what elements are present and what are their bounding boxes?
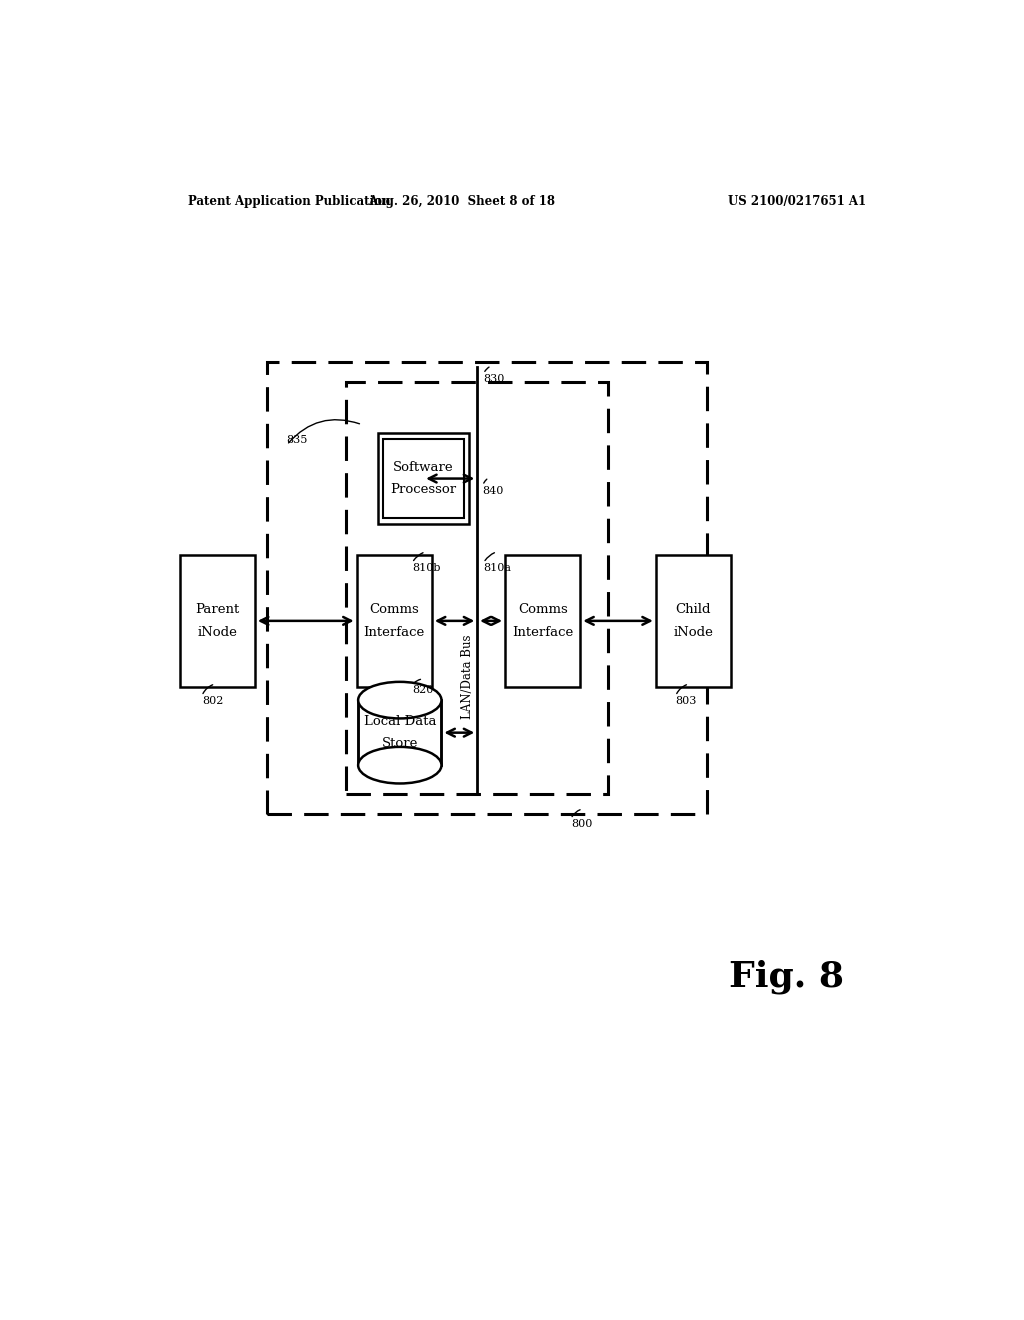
Bar bbox=[346, 381, 608, 793]
Bar bbox=[267, 362, 708, 814]
Text: Parent: Parent bbox=[196, 603, 240, 616]
Bar bbox=[179, 554, 255, 686]
Text: Software: Software bbox=[393, 461, 454, 474]
Text: iNode: iNode bbox=[198, 626, 238, 639]
Text: 830: 830 bbox=[483, 374, 505, 384]
Bar bbox=[505, 554, 581, 686]
Text: iNode: iNode bbox=[674, 626, 714, 639]
Text: Comms: Comms bbox=[370, 603, 419, 616]
Text: 820: 820 bbox=[412, 685, 433, 694]
Text: LAN/Data Bus: LAN/Data Bus bbox=[461, 635, 474, 719]
Text: US 2100/0217651 A1: US 2100/0217651 A1 bbox=[728, 194, 866, 207]
Text: Patent Application Publication: Patent Application Publication bbox=[187, 194, 390, 207]
Text: Processor: Processor bbox=[390, 483, 457, 496]
Text: 810a: 810a bbox=[483, 562, 512, 573]
Text: 835: 835 bbox=[287, 436, 308, 445]
Ellipse shape bbox=[358, 682, 441, 718]
Text: Comms: Comms bbox=[518, 603, 567, 616]
Bar bbox=[356, 554, 432, 686]
Text: 802: 802 bbox=[202, 696, 223, 706]
Text: Fig. 8: Fig. 8 bbox=[729, 960, 844, 994]
Bar bbox=[358, 700, 441, 766]
Text: 840: 840 bbox=[482, 486, 504, 496]
Text: Child: Child bbox=[676, 603, 712, 616]
Bar bbox=[383, 440, 465, 519]
Text: Interface: Interface bbox=[512, 626, 573, 639]
Text: Local Data: Local Data bbox=[364, 715, 436, 729]
Text: 810b: 810b bbox=[412, 562, 440, 573]
Text: 803: 803 bbox=[676, 696, 697, 706]
Ellipse shape bbox=[358, 747, 441, 784]
Bar bbox=[378, 433, 469, 524]
Bar bbox=[655, 554, 731, 686]
Text: Store: Store bbox=[382, 738, 418, 750]
Text: 800: 800 bbox=[570, 818, 592, 829]
Text: Interface: Interface bbox=[364, 626, 425, 639]
Text: Aug. 26, 2010  Sheet 8 of 18: Aug. 26, 2010 Sheet 8 of 18 bbox=[368, 194, 555, 207]
